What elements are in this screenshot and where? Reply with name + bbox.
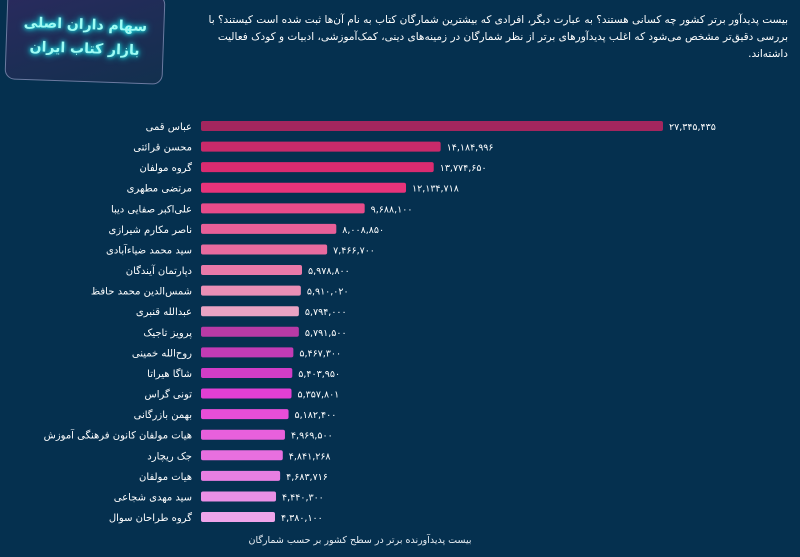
category-label: شاگا هیراتا (147, 368, 192, 380)
chart-caption: بیست پدیدآورنده برتر در سطح کشور بر حسب … (248, 535, 472, 546)
category-label: علی‌اکبر صفایی دیبا (111, 204, 192, 215)
category-label: روح‌الله خمینی (132, 348, 192, 359)
category-label: پرویز تاجیک (143, 328, 192, 339)
value-label: ۱۳,۷۷۴,۶۵۰ (440, 163, 487, 174)
category-label: هیات مولفان (139, 472, 192, 483)
value-label: ۵,۱۸۲,۴۰۰ (295, 410, 337, 421)
bar (201, 347, 294, 358)
category-label: عباس قمی (146, 122, 192, 133)
value-label: ۴,۹۶۹,۵۰۰ (291, 431, 333, 442)
value-label: ۹,۶۸۸,۱۰۰ (371, 204, 413, 215)
value-label: ۴,۴۴۰,۳۰۰ (282, 492, 324, 503)
category-label: تونی گراس (144, 389, 192, 401)
bar (201, 265, 303, 276)
bar (201, 306, 299, 317)
category-label: گروه طراحان سوال (109, 512, 192, 524)
bar (201, 450, 283, 461)
value-label: ۴,۳۸۰,۱۰۰ (281, 513, 323, 524)
category-label: گروه مولفان (139, 162, 192, 174)
category-label: ناصر مکارم شیرازی (109, 225, 193, 236)
category-label: بهمن بازرگانی (134, 409, 192, 421)
category-label: سید محمد ضیاءآبادی (106, 243, 192, 256)
value-label: ۵,۷۹۱,۵۰۰ (305, 328, 347, 339)
value-label: ۱۴,۱۸۴,۹۹۶ (447, 143, 494, 154)
value-label: ۴,۶۸۳,۷۱۶ (286, 472, 328, 483)
value-label: ۵,۳۵۷,۸۰۱ (298, 390, 340, 401)
category-label: هیات مولفان کانون فرهنگی آموزش (44, 429, 192, 442)
bar (201, 141, 441, 152)
bar (201, 388, 292, 399)
bar (201, 512, 276, 523)
bar (201, 367, 293, 378)
category-label: سید مهدی شجاعی (114, 492, 192, 503)
bar (201, 285, 301, 296)
value-label: ۵,۹۷۸,۸۰۰ (308, 266, 350, 277)
category-label: عبدالله قنبری (136, 307, 192, 318)
value-label: ۷,۴۶۶,۷۰۰ (333, 245, 375, 256)
bar (201, 429, 285, 440)
category-label: جک ریچارد (147, 451, 192, 462)
bar (201, 162, 434, 173)
category-label: شمس‌الدین محمد حافظ (91, 287, 192, 298)
category-label: مرتضی مطهری (127, 184, 192, 195)
value-label: ۵,۹۱۰,۰۲۰ (307, 287, 349, 298)
value-label: ۲۷,۳۴۵,۴۳۵ (669, 122, 716, 133)
bar (201, 244, 328, 255)
value-label: ۵,۴۶۷,۳۰۰ (299, 348, 341, 359)
category-label: محسن قرائتی (133, 143, 192, 154)
value-label: ۸,۰۰۸,۸۵۰ (342, 225, 384, 236)
bar (201, 121, 663, 131)
value-label: ۵,۴۰۳,۹۵۰ (298, 369, 340, 380)
intro-text: بیست پدیدآور برتر کشور چه کسانی هستند؟ ب… (208, 14, 788, 60)
value-label: ۱۲,۱۳۴,۷۱۸ (412, 184, 459, 195)
bar (201, 491, 277, 502)
bar (201, 470, 281, 481)
value-label: ۴,۸۴۱,۲۶۸ (289, 451, 331, 462)
bar (201, 203, 365, 214)
value-label: ۵,۷۹۴,۰۰۰ (305, 307, 347, 318)
category-label: دپارتمان آیندگان (126, 264, 192, 277)
bar (201, 182, 407, 193)
bar (201, 409, 289, 420)
bar (201, 223, 337, 234)
bar (201, 326, 299, 337)
